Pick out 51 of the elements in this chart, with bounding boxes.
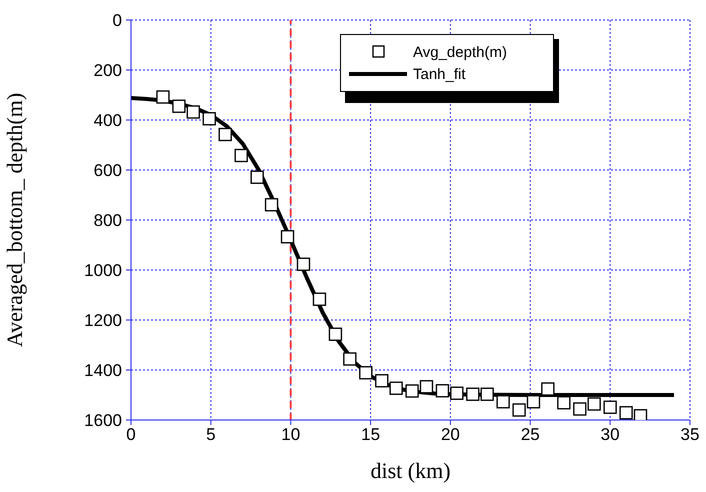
x-tick-label: 35 <box>680 425 700 444</box>
point <box>280 230 294 244</box>
legend-label: Tanh_fit <box>413 66 466 82</box>
y-tick-label: 1200 <box>84 311 122 330</box>
point <box>328 328 342 341</box>
point <box>603 400 617 414</box>
point <box>588 397 601 411</box>
point <box>634 409 648 420</box>
point <box>202 112 216 126</box>
point <box>496 395 510 408</box>
point <box>480 388 494 401</box>
x-tick-label: 0 <box>126 425 136 444</box>
point <box>186 105 200 119</box>
point <box>619 406 633 420</box>
x-tick-label: 25 <box>520 425 540 444</box>
point <box>172 100 186 113</box>
y-tick-label: 1600 <box>84 411 122 430</box>
point <box>312 292 326 306</box>
point <box>450 386 464 400</box>
point <box>296 258 310 271</box>
point <box>526 395 540 408</box>
point <box>218 128 232 142</box>
y-axis-title: Averaged_bottom_ depth(m) <box>2 92 27 348</box>
y-tick-label: 800 <box>94 211 122 230</box>
point <box>250 170 264 184</box>
point <box>343 352 356 366</box>
y-tick-label: 600 <box>94 161 122 180</box>
point <box>234 148 248 162</box>
y-tick-label: 0 <box>112 11 122 30</box>
legend-label: Avg_depth(m) <box>413 44 507 60</box>
point <box>466 388 480 401</box>
point <box>389 382 403 395</box>
point <box>573 402 586 416</box>
point <box>264 198 278 212</box>
point <box>405 384 419 398</box>
y-tick-label: 1400 <box>84 361 122 380</box>
x-tick-label: 10 <box>281 425 300 444</box>
point <box>156 90 170 104</box>
point <box>436 384 450 398</box>
x-tick-label: 30 <box>600 425 620 444</box>
point <box>420 380 434 394</box>
x-tick-label: 20 <box>440 425 460 444</box>
point <box>375 374 388 388</box>
point <box>512 403 526 417</box>
x-tick-label: 5 <box>206 425 216 444</box>
point <box>359 366 372 380</box>
x-tick-label: 15 <box>361 425 380 444</box>
x-axis-title: dist (km) <box>370 458 451 483</box>
y-tick-label: 400 <box>94 111 122 130</box>
y-tick-label: 200 <box>94 61 122 80</box>
y-tick-label: 1000 <box>84 261 122 280</box>
